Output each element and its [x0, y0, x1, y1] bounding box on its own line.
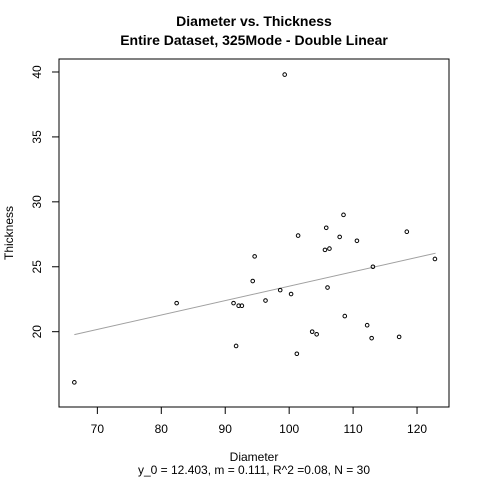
chart-title: Diameter vs. Thickness: [176, 13, 332, 29]
x-tick-label: 120: [407, 422, 427, 436]
data-point: [314, 331, 319, 337]
data-point: [294, 351, 300, 357]
data-point: [295, 233, 301, 238]
data-point: [263, 298, 268, 303]
x-tick-label: 100: [279, 422, 299, 436]
data-point: [282, 72, 287, 77]
data-point: [327, 246, 332, 251]
data-point: [325, 285, 330, 290]
data-point: [396, 334, 402, 340]
y-tick-label: 30: [30, 195, 44, 209]
chart-subtitle: Entire Dataset, 325Mode - Double Linear: [120, 32, 388, 48]
data-point: [341, 212, 346, 218]
data-point: [337, 234, 342, 240]
data-point: [364, 322, 370, 328]
data-points: [72, 72, 438, 385]
data-point: [288, 291, 294, 297]
data-point: [233, 343, 239, 349]
x-tick-label: 70: [91, 422, 105, 436]
plot-frame: [58, 58, 450, 408]
data-point: [404, 229, 410, 235]
y-tick-label: 25: [30, 260, 44, 274]
data-point: [323, 225, 329, 231]
data-point: [239, 303, 245, 309]
data-point: [354, 238, 360, 244]
x-tick-label: 80: [155, 422, 169, 436]
data-point: [370, 264, 376, 270]
data-point: [72, 380, 77, 385]
y-tick-label: 20: [30, 325, 44, 339]
y-axis: 20 25 30 35 40: [30, 65, 59, 338]
data-point: [174, 300, 179, 306]
data-point: [231, 300, 236, 306]
fit-summary: y_0 = 12.403, m = 0.111, R^2 =0.08, N = …: [138, 463, 370, 477]
data-point: [277, 287, 283, 293]
y-tick-label: 40: [30, 65, 44, 79]
data-point: [252, 254, 257, 259]
data-point: [322, 247, 328, 253]
data-point: [432, 256, 438, 262]
data-point: [309, 329, 315, 334]
x-axis: 70 80 90 100 110 120: [91, 407, 427, 436]
y-axis-label: Thickness: [2, 206, 16, 260]
x-axis-label: Diameter: [230, 450, 279, 464]
x-tick-label: 90: [219, 422, 233, 436]
data-point: [342, 313, 348, 319]
data-point: [250, 278, 256, 284]
y-tick-label: 35: [30, 130, 44, 144]
regression-line: [74, 252, 436, 336]
x-tick-label: 110: [344, 422, 363, 436]
data-point: [369, 335, 374, 341]
